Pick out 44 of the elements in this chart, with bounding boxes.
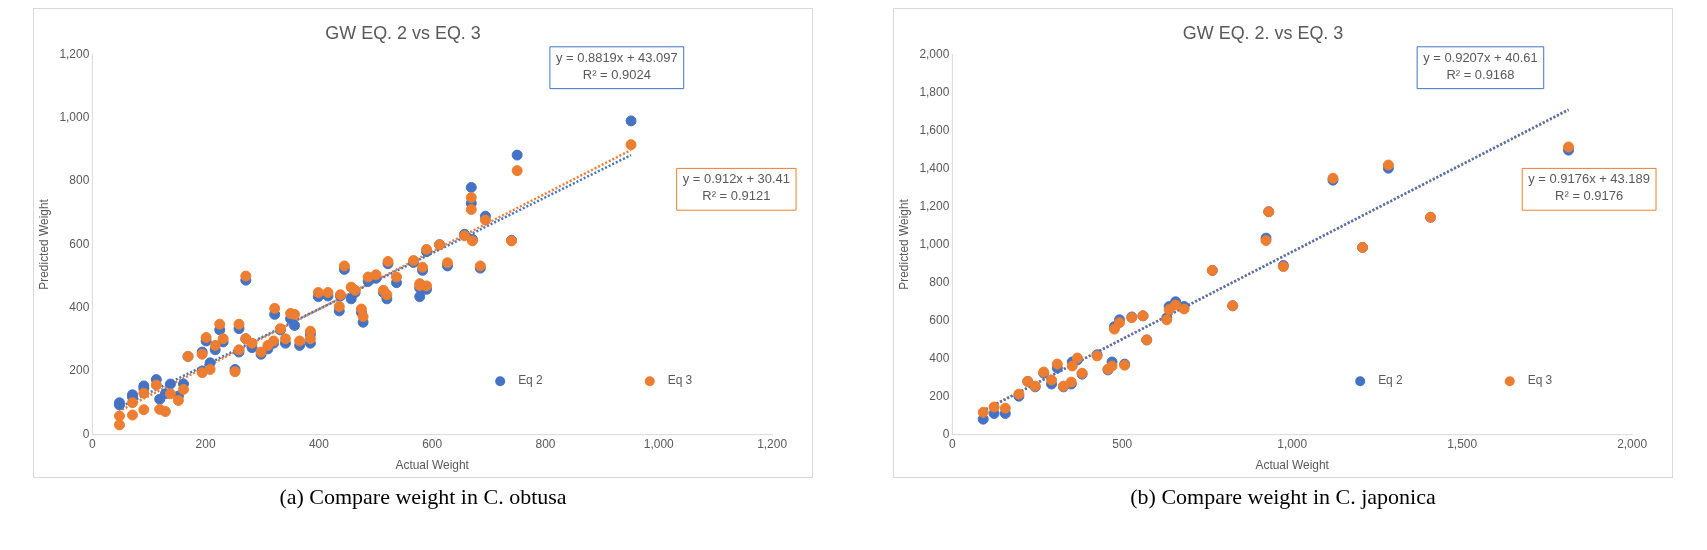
x-tick-label: 1,000 <box>643 436 675 451</box>
x-tick-label: 800 <box>535 436 556 451</box>
x-tick-label: 2,000 <box>1617 436 1648 451</box>
annotation: y = 0.8819x + 43.097 R² = 0.9024 <box>555 49 678 82</box>
y-tick-label: 1,200 <box>919 198 950 213</box>
x-tick-label: 1,500 <box>1447 436 1478 451</box>
x-tick-label: 200 <box>195 436 216 451</box>
chart-title: GW EQ. 2. vs EQ. 3 <box>1182 22 1344 43</box>
y-tick-label: 600 <box>69 236 90 251</box>
annotation: y = 0.9207x + 40.61 R² = 0.9168 <box>1423 49 1538 82</box>
y-tick-label: 800 <box>929 274 950 289</box>
legend-label: Eq 3 <box>667 373 693 388</box>
legend-label: Eq 2 <box>1378 373 1404 388</box>
text: (b) Compare weight in C. japonica <box>1130 484 1436 510</box>
y-tick-label: 1,600 <box>919 122 950 137</box>
y-axis-title: Predicted Weight <box>897 198 912 290</box>
x-axis-title: Actual Weight <box>1255 458 1330 473</box>
x-axis-title: Actual Weight <box>395 458 470 473</box>
y-tick-label: 800 <box>69 173 90 188</box>
annotation: y = 0.9176x + 43.189 R² = 0.9176 <box>1528 171 1650 204</box>
x-tick-label: 1,200 <box>757 436 788 451</box>
annotation: y = 0.912x + 30.41 R² = 0.9121 <box>682 171 790 204</box>
legend-label: Eq 3 <box>1527 373 1553 388</box>
x-tick-label: 1,000 <box>1277 436 1308 451</box>
y-tick-label: 1,800 <box>919 84 950 99</box>
y-tick-label: 0 <box>82 426 90 441</box>
legend-label: Eq 2 <box>518 373 544 388</box>
y-tick-label: 1,000 <box>59 110 90 125</box>
y-tick-label: 200 <box>929 388 950 403</box>
y-tick-label: 0 <box>942 426 950 441</box>
x-tick-label: 400 <box>308 436 330 451</box>
x-tick-label: 600 <box>422 436 443 451</box>
y-tick-label: 600 <box>929 312 950 327</box>
y-tick-label: 200 <box>69 363 90 378</box>
y-tick-label: 400 <box>929 350 950 365</box>
y-axis-title: Predicted Weight <box>37 198 52 290</box>
text: (a) Compare weight in C. obtusa <box>279 484 567 510</box>
y-tick-label: 1,400 <box>919 160 950 175</box>
x-tick-label: 500 <box>1112 436 1133 451</box>
y-tick-label: 2,000 <box>919 46 950 61</box>
y-tick-label: 1,000 <box>919 236 950 251</box>
y-tick-label: 1,200 <box>59 46 90 61</box>
chart-title: GW EQ. 2 vs EQ. 3 <box>325 22 481 43</box>
y-tick-label: 400 <box>69 300 90 315</box>
